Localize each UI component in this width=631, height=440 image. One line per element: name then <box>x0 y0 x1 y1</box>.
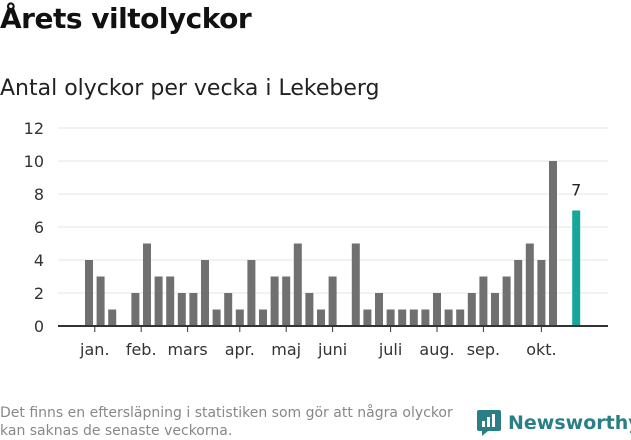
bar <box>293 243 302 326</box>
bar <box>177 293 186 326</box>
bar <box>235 309 244 326</box>
chart-title: Årets viltolyckor <box>0 2 252 35</box>
bar <box>375 293 383 326</box>
bar <box>212 309 221 326</box>
bar <box>549 161 557 326</box>
bar <box>96 276 105 326</box>
bar <box>409 309 418 326</box>
bar <box>189 293 198 326</box>
bar <box>502 276 511 326</box>
bar <box>525 243 534 326</box>
bar <box>479 276 488 326</box>
x-tick-label: maj <box>271 340 301 359</box>
chart-subtitle: Antal olyckor per vecka i Lekeberg <box>0 76 380 101</box>
bar <box>386 309 395 326</box>
x-tick-label: juni <box>317 340 347 359</box>
bar <box>282 276 291 326</box>
y-tick-label: 12 <box>24 119 44 138</box>
x-tick-label: aug. <box>419 340 454 359</box>
bar <box>491 293 499 326</box>
bar <box>317 309 325 326</box>
footnote: Det finns en eftersläpning i statistiken… <box>0 405 453 439</box>
x-tick-label: juli <box>378 340 402 359</box>
bar <box>467 293 476 326</box>
bar <box>247 260 256 326</box>
bar <box>537 260 546 326</box>
x-tick-label: apr. <box>225 340 255 359</box>
brand-name: Newsworthy <box>508 412 631 434</box>
bar <box>456 309 465 326</box>
bar <box>514 260 523 326</box>
x-tick-label: okt. <box>526 340 556 359</box>
y-tick-label: 0 <box>34 317 44 336</box>
bar <box>108 309 117 326</box>
bar <box>85 260 93 326</box>
bar <box>154 276 163 326</box>
bar <box>328 276 337 326</box>
bar <box>305 293 314 326</box>
data-label: 7 <box>571 181 581 200</box>
bar <box>270 276 279 326</box>
bar <box>166 276 175 326</box>
bar <box>363 309 372 326</box>
bar-chart: 0 2 4 6 8 10 12 7 jan. feb. mars apr. maj juni juli aug… <box>24 119 608 359</box>
y-tick-label: 6 <box>34 218 44 237</box>
newsworthy-logo-icon <box>477 410 501 436</box>
bar <box>421 309 430 326</box>
newsworthy-logo[interactable]: Newsworthy <box>476 408 631 438</box>
bar <box>398 309 407 326</box>
x-tick-label: jan. <box>79 340 109 359</box>
y-tick-label: 10 <box>24 152 44 171</box>
y-tick-label: 2 <box>34 284 44 303</box>
bar <box>444 309 453 326</box>
highlight-bar <box>572 210 581 326</box>
bar <box>224 293 233 326</box>
bar <box>143 243 151 326</box>
bar <box>351 243 360 326</box>
x-tick-label: sep. <box>467 340 500 359</box>
x-tick-label: feb. <box>126 340 157 359</box>
x-tick-label: mars <box>167 340 207 359</box>
bar <box>259 309 267 326</box>
bar <box>131 293 140 326</box>
y-tick-label: 4 <box>34 251 44 270</box>
bar <box>201 260 209 326</box>
bar <box>433 293 441 326</box>
y-tick-label: 8 <box>34 185 44 204</box>
